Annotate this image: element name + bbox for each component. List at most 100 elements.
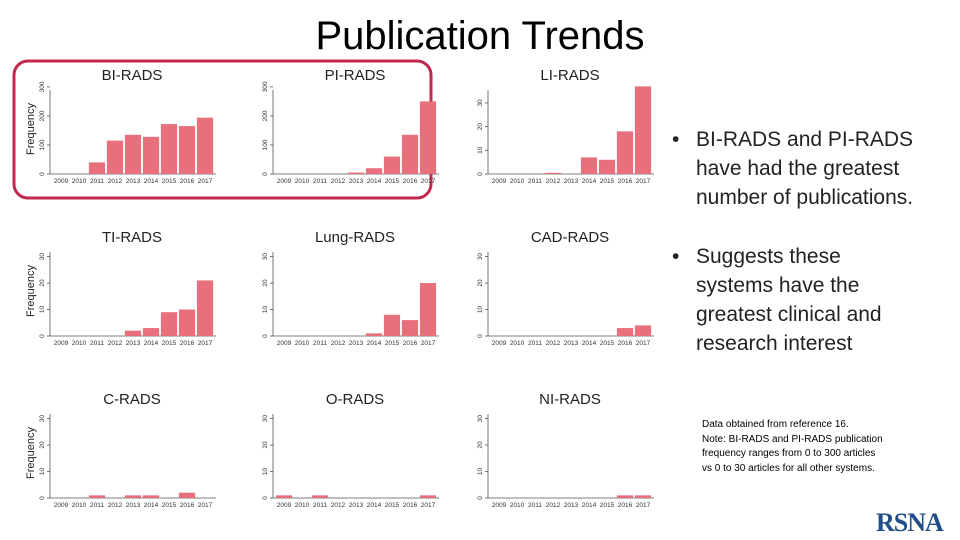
bar — [383, 156, 401, 174]
x-tick-label: 2011 — [313, 502, 327, 509]
y-tick-label: 10 — [39, 468, 46, 476]
x-tick-label: 2017 — [421, 340, 436, 347]
bar — [124, 495, 142, 498]
x-tick-label: 2011 — [90, 340, 104, 347]
bar — [634, 325, 652, 336]
bar — [142, 136, 160, 174]
bar — [196, 117, 214, 174]
bullet: BI-RADS and PI-RADS have had the greates… — [672, 125, 922, 212]
bar — [383, 314, 401, 336]
bar — [598, 159, 616, 174]
x-tick-label: 2009 — [54, 340, 69, 347]
x-tick-label: 2014 — [582, 178, 597, 185]
bar — [275, 495, 293, 498]
x-tick-label: 2014 — [367, 178, 382, 185]
x-tick-label: 2012 — [108, 502, 123, 509]
x-tick-label: 2015 — [385, 178, 400, 185]
bar — [544, 172, 562, 174]
bar — [401, 320, 419, 336]
x-tick-label: 2013 — [564, 178, 579, 185]
x-tick-label: 2009 — [492, 502, 507, 509]
chart-title: NI-RADS — [539, 391, 601, 408]
x-tick-label: 2011 — [528, 178, 542, 185]
y-tick-label: 0 — [477, 172, 484, 176]
bar — [634, 86, 652, 174]
bar — [616, 328, 634, 336]
y-tick-label: 0 — [39, 172, 46, 176]
note-line: Note: BI-RADS and PI-RADS publication — [702, 433, 883, 445]
bar — [419, 101, 437, 174]
x-tick-label: 2011 — [313, 340, 327, 347]
x-tick-label: 2013 — [126, 178, 141, 185]
y-tick-label: 0 — [477, 334, 484, 338]
bar — [178, 309, 196, 336]
y-tick-label: 20 — [477, 279, 484, 287]
x-tick-label: 2010 — [72, 340, 87, 347]
x-tick-label: 2014 — [144, 178, 159, 185]
x-tick-label: 2016 — [618, 502, 633, 509]
x-tick-label: 2013 — [126, 502, 141, 509]
chart-title: C-RADS — [103, 391, 161, 408]
x-tick-label: 2016 — [403, 340, 418, 347]
x-tick-label: 2015 — [385, 340, 400, 347]
x-tick-label: 2014 — [582, 502, 597, 509]
bullet: Suggests these systems have the greatest… — [672, 242, 922, 358]
y-tick-label: 0 — [262, 334, 269, 338]
bar — [160, 124, 178, 174]
x-tick-label: 2010 — [295, 178, 310, 185]
y-tick-label: 30 — [262, 253, 269, 261]
note: Data obtained from reference 16. Note: B… — [702, 418, 942, 476]
bar — [616, 131, 634, 174]
x-tick-label: 2017 — [198, 502, 213, 509]
bar — [634, 495, 652, 498]
x-tick-label: 2013 — [349, 502, 364, 509]
note-line: Data obtained from reference 16. — [702, 419, 849, 430]
bar — [88, 162, 106, 174]
bar — [419, 283, 437, 336]
x-tick-label: 2013 — [564, 340, 579, 347]
bar — [419, 495, 437, 498]
y-tick-label: 300 — [39, 81, 46, 92]
bar — [142, 328, 160, 336]
x-tick-label: 2009 — [277, 502, 292, 509]
x-tick-label: 2012 — [546, 502, 561, 509]
x-tick-label: 2016 — [180, 340, 195, 347]
bullet-list: BI-RADS and PI-RADS have had the greates… — [672, 125, 922, 388]
bar — [178, 126, 196, 174]
chart-title: CAD-RADS — [531, 229, 609, 246]
y-tick-label: 10 — [477, 306, 484, 314]
y-tick-label: 20 — [39, 279, 46, 287]
bar — [365, 168, 383, 174]
slide-title: Publication Trends — [315, 14, 645, 58]
note-line: frequency ranges from 0 to 300 articles — [702, 448, 876, 459]
x-tick-label: 2010 — [72, 178, 87, 185]
logo: RSNA — [876, 508, 944, 537]
y-tick-label: 0 — [477, 496, 484, 500]
x-tick-label: 2013 — [126, 340, 141, 347]
y-tick-label: 300 — [262, 81, 269, 92]
chart-title: LI-RADS — [540, 67, 599, 84]
bar — [124, 134, 142, 174]
bar — [88, 495, 106, 498]
x-tick-label: 2016 — [618, 178, 633, 185]
chart-title: Lung-RADS — [315, 229, 395, 246]
x-tick-label: 2017 — [198, 340, 213, 347]
y-axis-label: Frequency — [25, 427, 37, 479]
note-line: vs 0 to 30 articles for all other system… — [702, 462, 875, 474]
bar — [196, 280, 214, 336]
bar — [365, 333, 383, 336]
y-tick-label: 20 — [262, 279, 269, 287]
x-tick-label: 2012 — [331, 502, 346, 509]
x-tick-label: 2014 — [367, 340, 382, 347]
x-tick-label: 2016 — [618, 340, 633, 347]
x-tick-label: 2011 — [528, 502, 542, 509]
y-tick-label: 0 — [262, 172, 269, 176]
bar — [311, 495, 329, 498]
x-tick-label: 2009 — [492, 178, 507, 185]
y-tick-label: 30 — [39, 415, 46, 423]
y-tick-label: 30 — [477, 99, 484, 107]
x-tick-label: 2015 — [600, 178, 615, 185]
y-tick-label: 100 — [39, 139, 46, 150]
